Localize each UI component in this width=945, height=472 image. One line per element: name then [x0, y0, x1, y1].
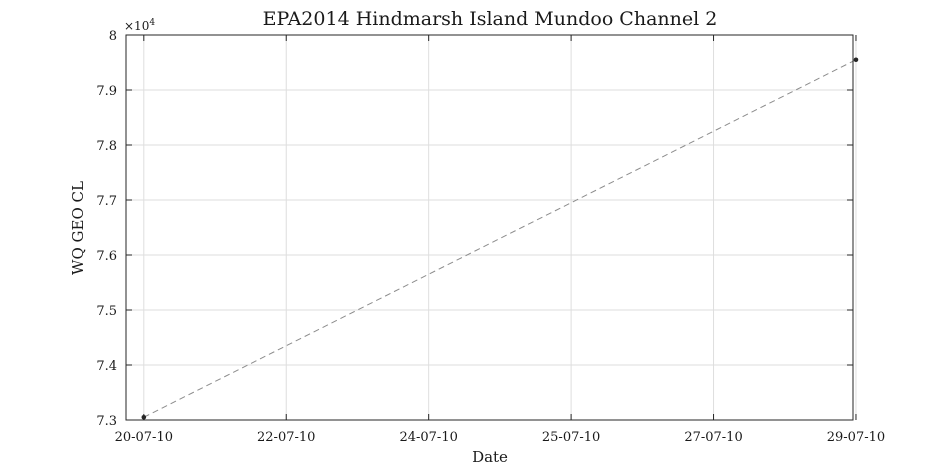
x-tick-label: 25-07-10: [542, 430, 600, 445]
x-tick-label: 27-07-10: [684, 430, 742, 445]
x-tick-label: 22-07-10: [257, 430, 315, 445]
y-tick-label: 7.9: [96, 84, 117, 99]
y-tick-label: 7.7: [96, 194, 117, 209]
y-tick-label: 7.3: [96, 414, 117, 429]
y-axis-exponent-power: 4: [149, 18, 155, 28]
y-tick-label: 7.4: [96, 359, 117, 374]
series-line: [143, 59, 857, 418]
chart-title: EPA2014 Hindmarsh Island Mundoo Channel …: [263, 8, 718, 30]
data-point: [853, 57, 859, 63]
y-axis-exponent: ×104: [124, 18, 155, 33]
x-axis-label: Date: [472, 448, 508, 466]
y-axis-label: WQ GEO CL: [69, 181, 87, 275]
y-tick-label: 7.5: [96, 304, 117, 319]
y-axis-exponent-base: ×10: [124, 19, 149, 33]
x-tick-label: 29-07-10: [827, 430, 885, 445]
y-tick-label: 7.6: [96, 249, 117, 264]
y-tick-label: 8: [109, 29, 117, 44]
grid: [126, 34, 857, 421]
ticks: [126, 34, 857, 421]
x-tick-label: 20-07-10: [115, 430, 173, 445]
y-tick-label: 7.8: [96, 139, 117, 154]
plot-area-border: [125, 34, 854, 421]
x-tick-label: 24-07-10: [399, 430, 457, 445]
tick-labels: 20-07-10 22-07-10 24-07-10 25-07-10 27-07-10…: [96, 29, 885, 445]
